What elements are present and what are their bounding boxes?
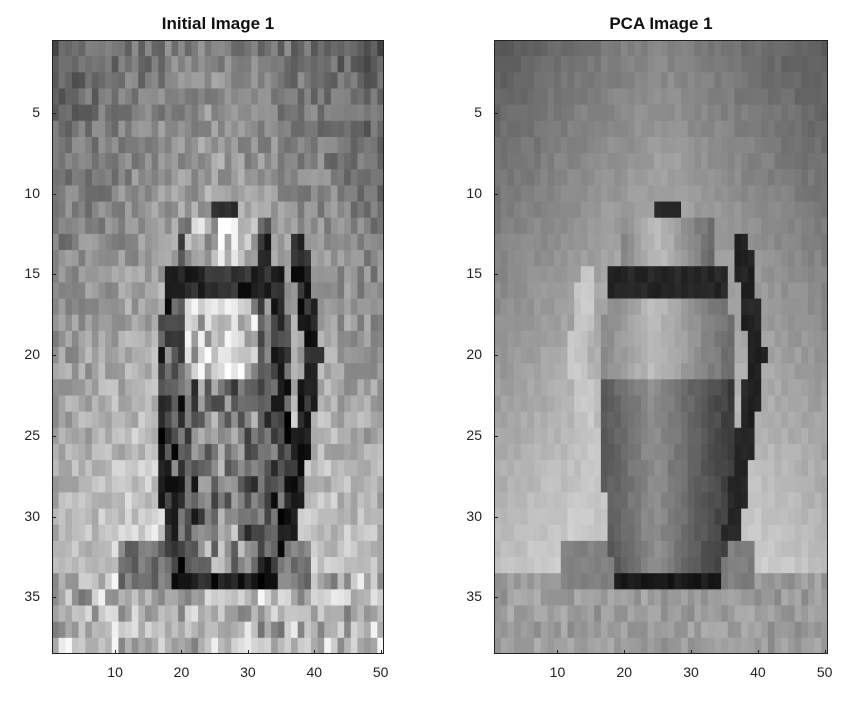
y-tick-label: 35 [24,588,40,605]
x-tick-mark [181,650,183,654]
y-tick-label: 25 [24,426,40,443]
grayscale-image [52,40,384,654]
x-tick-label: 30 [240,664,256,680]
y-tick-mark [494,193,498,195]
y-tick-label: 25 [466,426,482,443]
y-tick-mark [494,516,498,518]
x-tick-mark [380,650,382,654]
y-tick-mark [52,597,56,599]
y-tick-label: 15 [24,265,40,282]
y-tick-mark [52,516,56,518]
y-tick-mark [494,112,498,114]
x-tick-label: 10 [549,664,566,680]
y-tick-mark [494,274,498,276]
y-tick-label: 35 [466,588,482,605]
y-tick-label: 20 [466,346,482,363]
y-tick-label: 5 [474,103,482,120]
x-tick-mark [624,650,626,654]
y-tick-mark [494,355,498,357]
y-tick-mark [494,597,498,599]
y-tick-label: 10 [24,184,40,201]
x-tick-mark [824,650,826,654]
x-tick-label: 40 [750,664,766,680]
y-tick-label: 30 [466,507,482,524]
y-tick-mark [52,193,56,195]
initial-image-panel: 5 10 15 20 25 30 35 10 20 30 40 50 [24,40,388,680]
x-tick-label: 20 [616,664,633,680]
x-tick-mark [314,650,316,654]
x-tick-mark [757,650,759,654]
y-tick-label: 15 [466,265,482,282]
panel-2-title: PCA Image 1 [609,14,713,33]
y-tick-mark [52,274,56,276]
x-tick-label: 30 [683,664,699,680]
x-tick-label: 50 [816,664,833,680]
y-tick-label: 10 [466,184,482,201]
y-tick-label: 20 [24,346,40,363]
x-tick-mark [247,650,249,654]
pca-image-panel: 5 10 15 20 25 30 35 10 20 30 40 50 [466,40,832,680]
y-tick-mark [52,435,56,437]
x-tick-label: 50 [372,664,389,680]
grayscale-image [494,40,828,654]
y-tick-mark [52,112,56,114]
x-tick-label: 40 [306,664,323,680]
y-tick-mark [494,435,498,437]
x-tick-mark [557,650,559,654]
y-tick-mark [52,355,56,357]
x-tick-mark [115,650,117,654]
panel-1-title: Initial Image 1 [161,14,275,33]
x-tick-label: 20 [173,664,190,680]
x-tick-mark [691,650,693,654]
y-tick-label: 30 [24,507,40,524]
x-tick-label: 10 [107,664,123,680]
y-tick-label: 5 [32,103,40,120]
